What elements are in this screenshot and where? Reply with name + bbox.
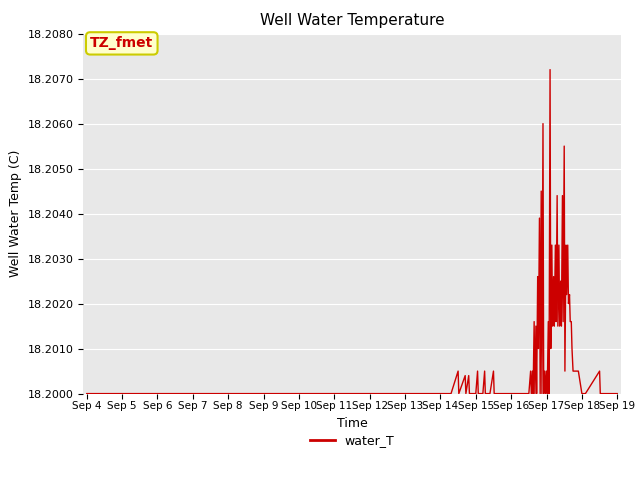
X-axis label: Time: Time bbox=[337, 417, 367, 430]
Y-axis label: Well Water Temp (C): Well Water Temp (C) bbox=[9, 150, 22, 277]
Title: Well Water Temperature: Well Water Temperature bbox=[260, 13, 444, 28]
Text: TZ_fmet: TZ_fmet bbox=[90, 36, 154, 50]
Legend: water_T: water_T bbox=[305, 429, 399, 452]
